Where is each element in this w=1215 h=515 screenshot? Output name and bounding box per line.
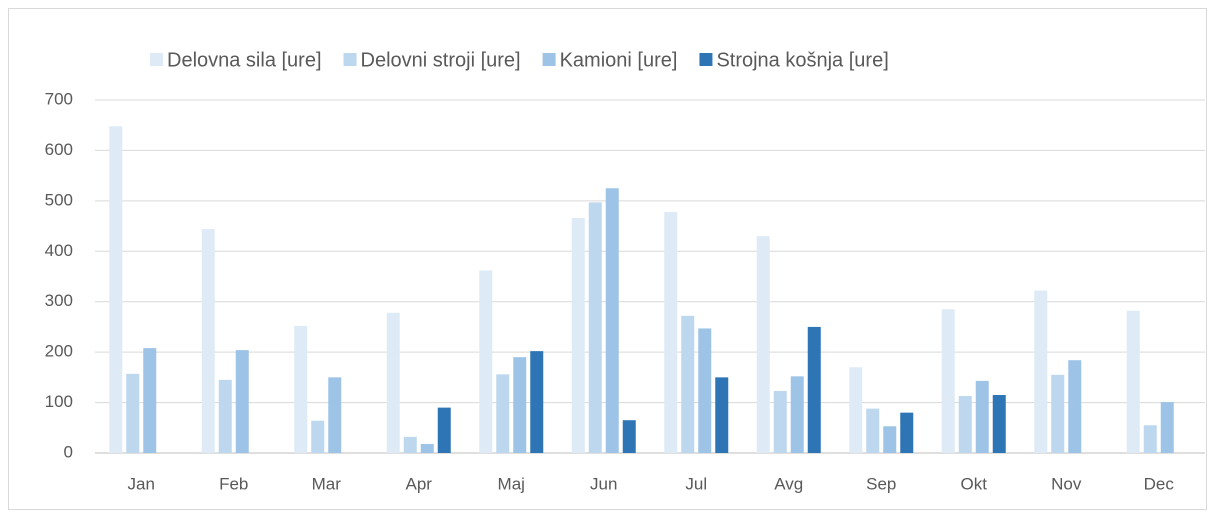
- bar: [958, 396, 972, 453]
- bar: [513, 357, 527, 453]
- bar: [294, 325, 308, 453]
- x-tick-label: Jun: [590, 474, 617, 493]
- y-tick-label: 600: [45, 140, 73, 159]
- legend-swatch: [699, 53, 713, 66]
- legend: Delovna sila [ure] Delovni stroji [ure] Ka…: [150, 49, 889, 71]
- legend-swatch: [542, 53, 556, 66]
- x-tick-label: Nov: [1051, 474, 1082, 493]
- legend-swatch: [150, 53, 163, 66]
- legend-label: Strojna košnja [ure]: [716, 49, 888, 71]
- bar: [201, 229, 215, 453]
- bar: [807, 326, 821, 453]
- bar: [143, 348, 157, 453]
- bar: [773, 390, 787, 453]
- bar: [479, 270, 493, 453]
- y-tick-label: 700: [45, 89, 73, 108]
- bar: [622, 420, 636, 453]
- y-tick-label: 0: [64, 442, 73, 461]
- legend-label: Kamioni [ure]: [560, 49, 678, 71]
- bar: [849, 367, 863, 453]
- bar: [1034, 290, 1048, 453]
- bar: [530, 351, 544, 453]
- y-tick-label: 300: [45, 291, 73, 310]
- bar: [420, 443, 434, 453]
- bar: [681, 315, 695, 453]
- bar: [1068, 360, 1082, 453]
- legend-swatch: [343, 53, 357, 66]
- x-tick-label: Apr: [406, 474, 433, 493]
- bar: [386, 312, 400, 453]
- bar: [1160, 402, 1174, 453]
- bar: [883, 426, 897, 453]
- bar: [311, 420, 325, 453]
- bar: [715, 377, 729, 453]
- bar: [992, 395, 1006, 453]
- legend-label: Delovni stroji [ure]: [361, 49, 521, 71]
- bar: [790, 376, 804, 453]
- bar: [437, 407, 451, 453]
- bar: [975, 380, 989, 453]
- legend-label: Delovna sila [ure]: [167, 49, 322, 71]
- y-tick-label: 200: [45, 342, 73, 361]
- bar: [235, 350, 249, 453]
- bar: [698, 328, 712, 453]
- x-tick-label: Feb: [219, 474, 248, 493]
- x-tick-label: Avg: [774, 474, 803, 493]
- bar: [496, 374, 510, 453]
- y-tick-label: 100: [45, 392, 73, 411]
- bar: [664, 211, 678, 453]
- bar: [403, 436, 417, 453]
- bar: [900, 412, 914, 453]
- bar: [605, 188, 619, 453]
- bar: [571, 218, 585, 453]
- bar: [328, 377, 342, 453]
- x-tick-label: Sep: [866, 474, 896, 493]
- x-tick-label: Maj: [498, 474, 525, 493]
- x-tick-label: Mar: [312, 474, 342, 493]
- x-tick-label: Dec: [1144, 474, 1175, 493]
- x-tick-label: Okt: [961, 474, 988, 493]
- bar: [1126, 310, 1140, 453]
- bar: [1143, 425, 1157, 453]
- x-tick-label: Jul: [685, 474, 707, 493]
- bar: [1051, 374, 1065, 453]
- bar: [588, 202, 602, 453]
- bar: [866, 408, 880, 453]
- bar: [941, 309, 955, 453]
- bar: [109, 126, 123, 454]
- y-tick-label: 500: [45, 190, 73, 209]
- bar: [756, 236, 770, 453]
- x-tick-label: Jan: [128, 474, 155, 493]
- y-tick-label: 400: [45, 241, 73, 260]
- bar: [218, 379, 232, 453]
- bar: [126, 373, 140, 453]
